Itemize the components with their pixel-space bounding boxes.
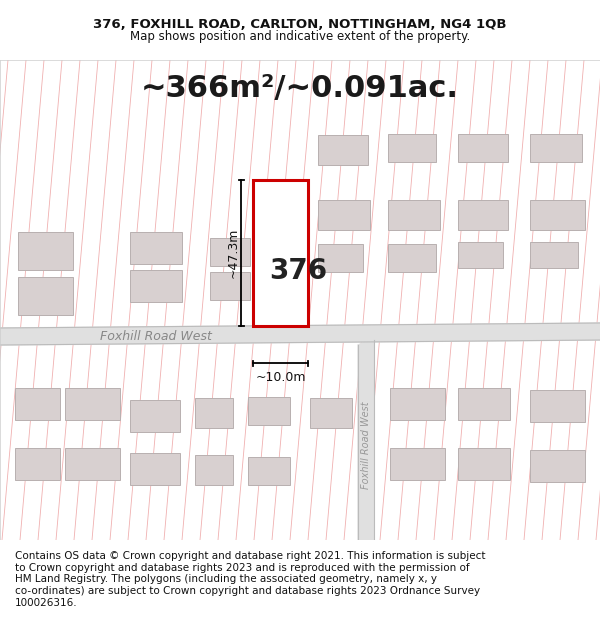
Bar (130, 232, 182, 264)
Bar (195, 398, 233, 428)
Bar (18, 277, 73, 315)
Bar (390, 388, 445, 420)
Bar (253, 180, 308, 326)
Bar (310, 398, 352, 428)
Bar (15, 388, 60, 420)
Bar (248, 457, 290, 485)
Bar (65, 448, 120, 480)
Bar (195, 455, 233, 485)
Text: Contains OS data © Crown copyright and database right 2021. This information is : Contains OS data © Crown copyright and d… (15, 551, 485, 608)
Bar (210, 272, 250, 300)
Bar (388, 134, 436, 162)
Bar (390, 448, 445, 480)
Bar (248, 397, 290, 425)
Text: Map shows position and indicative extent of the property.: Map shows position and indicative extent… (130, 30, 470, 43)
Bar (130, 270, 182, 302)
Bar (458, 200, 508, 230)
Bar (318, 135, 368, 165)
Bar (458, 448, 510, 480)
Bar (530, 390, 585, 422)
Bar (318, 200, 370, 230)
Bar (130, 400, 180, 432)
Bar (530, 134, 582, 162)
Bar (530, 450, 585, 482)
Text: ~366m²/~0.091ac.: ~366m²/~0.091ac. (141, 74, 459, 102)
Text: 376: 376 (269, 256, 328, 284)
Text: Foxhill Road West: Foxhill Road West (361, 401, 371, 489)
Bar (210, 238, 250, 266)
Polygon shape (0, 323, 600, 345)
Bar (458, 134, 508, 162)
Text: ~10.0m: ~10.0m (255, 371, 306, 384)
Text: Foxhill Road West: Foxhill Road West (100, 330, 212, 343)
Bar (388, 200, 440, 230)
Bar (458, 242, 503, 268)
Bar (18, 232, 73, 270)
Bar (65, 388, 120, 420)
Bar (458, 388, 510, 420)
Bar (318, 244, 363, 272)
Text: 376, FOXHILL ROAD, CARLTON, NOTTINGHAM, NG4 1QB: 376, FOXHILL ROAD, CARLTON, NOTTINGHAM, … (93, 18, 507, 31)
Bar (388, 244, 436, 272)
Polygon shape (358, 338, 374, 540)
Text: ~47.3m: ~47.3m (227, 228, 239, 278)
Bar (530, 200, 585, 230)
Bar (15, 448, 60, 480)
Bar (530, 242, 578, 268)
Bar (130, 453, 180, 485)
